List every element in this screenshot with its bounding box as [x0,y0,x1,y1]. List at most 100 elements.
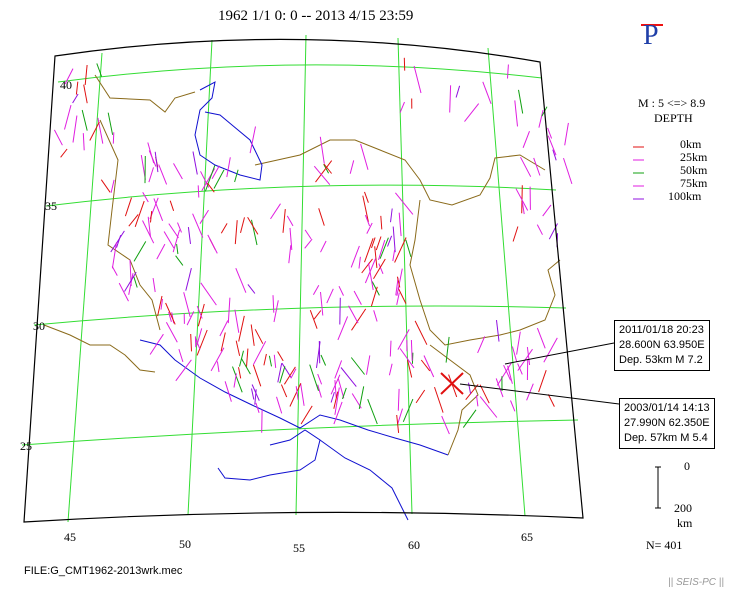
lat-lon-grid [21,34,579,523]
mechanism-tick [187,227,191,244]
mechanism-tick [515,188,529,211]
mechanism-tick [268,355,272,367]
mechanism-tick [496,362,513,386]
mechanism-tick [522,131,530,148]
mechanism-tick [538,370,547,393]
mechanism-tick [72,115,78,143]
mechanism-tick [149,333,164,355]
mechanism-tick [240,357,251,375]
depth-bar-top-label: 0 [684,459,690,473]
mechanism-tick [176,244,179,255]
mechanism-tick [107,112,114,135]
mechanism-tick [441,415,450,435]
mechanism-tick [154,151,159,173]
mechanism-tick [350,245,360,268]
mechanism-tick [64,104,72,130]
mechanism-tick [81,109,88,131]
mechanism-tick [111,266,118,276]
mechanism-tick [226,157,231,178]
mechanism-tick [465,384,479,401]
mechanism-tick [402,398,414,422]
mechanism-tick [351,308,367,331]
longitude-line [295,34,307,516]
mechanism-tick [279,366,286,384]
mechanism-tick [414,320,428,345]
mechanism-tick [317,373,323,385]
mechanism-tick [330,391,335,403]
epicenter-marker [440,372,464,395]
projection-bar [641,24,663,26]
mechanism-tick [312,284,320,296]
mechanism-tick [543,337,558,363]
latitude-line [21,419,579,446]
mechanism-tick [455,85,461,98]
mechanism-tick [168,311,172,322]
mechanism-tick [64,68,74,85]
border-line [254,139,546,206]
mechanism-tick [175,359,192,382]
mechanism-tick [246,348,249,367]
mechanism-tick [479,396,498,418]
mechanism-tick [158,164,168,185]
mechanism-tick [60,148,68,158]
mechanism-tick [82,133,85,151]
mechanism-tick [220,332,226,352]
mechanism-tick [413,65,422,94]
mechanism-tick [397,408,403,425]
mechanism-tick [288,245,292,264]
mechanism-tick [251,388,255,400]
mechanism-tick [300,405,313,425]
longitude-line [187,39,213,516]
mechanism-tick [358,256,361,269]
mechanism-tick [177,222,182,233]
mechanism-tick [75,81,79,95]
mechanism-tick [112,132,115,144]
callout-coords: 28.600N 63.950E [619,339,705,351]
mechanism-tick [563,157,573,185]
mechanism-tick [387,235,393,247]
mechanism-tick [564,122,569,146]
earthquake-mechanisms [53,57,573,435]
mechanism-tick [163,231,175,249]
mechanism-tick [349,160,355,174]
map-frame [23,38,584,523]
mechanism-tick [512,226,519,242]
mechanism-tick [89,121,100,141]
mechanism-tick [173,163,183,180]
mechanism-tick [350,357,365,375]
file-name: FILE:G_CMT1962-2013wrk.mec [24,565,183,577]
mechanism-tick [410,339,413,361]
mechanism-tick [518,89,524,114]
mechanism-tick [449,85,452,113]
mechanism-tick [517,363,523,375]
border-line [99,119,161,331]
mechanism-tick [338,285,344,296]
depth-scale-bar [655,466,661,509]
mechanism-tick [375,236,382,251]
mechanism-tick [379,237,389,259]
callout-date: 2003/01/14 14:13 [624,402,710,414]
border-line [429,344,479,456]
depth-bar-unit: km [677,516,693,530]
mechanism-tick [213,169,225,189]
mechanism-tick [367,399,378,425]
mechanism-tick [511,346,518,362]
mechanism-tick [358,386,365,409]
mechanism-tick [249,126,256,154]
mechanism-tick [165,322,178,343]
mechanism-tick [219,320,229,337]
mechanism-tick [468,382,472,394]
mechanism-tick [316,341,321,368]
mechanism-tick [407,359,413,378]
mechanism-tick [247,284,256,294]
mechanism-tick [396,276,401,288]
mechanism-tick [100,179,111,193]
mechanism-tick [389,340,392,357]
mechanism-tick [547,394,555,407]
mechanism-tick [371,237,376,249]
mechanism-tick [247,216,259,235]
mechanism-tick [323,163,332,174]
callout-leader-2 [459,383,620,405]
mechanism-tick [276,396,283,414]
mechanism-tick [304,229,312,240]
